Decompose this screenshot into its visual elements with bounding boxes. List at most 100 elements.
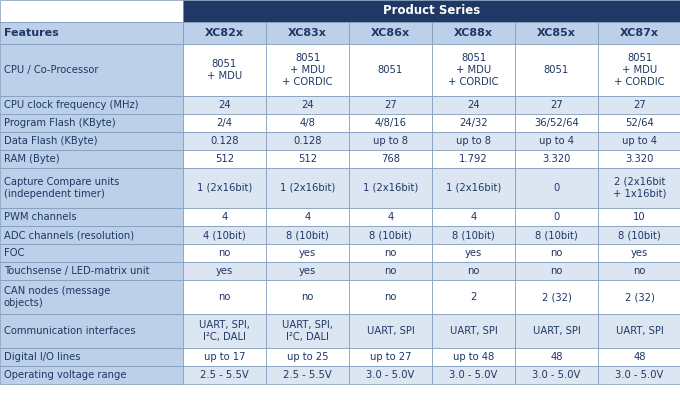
Text: 8051
+ MDU
+ CORDIC: 8051 + MDU + CORDIC — [282, 53, 333, 87]
Text: FOC: FOC — [4, 248, 24, 258]
Bar — [515, 96, 598, 114]
Bar — [598, 262, 680, 280]
Text: 36/52/64: 36/52/64 — [534, 118, 579, 128]
Bar — [349, 262, 432, 280]
Bar — [349, 168, 432, 208]
Text: no: no — [218, 292, 231, 302]
Text: 1 (2x16bit): 1 (2x16bit) — [197, 183, 252, 193]
Text: 10: 10 — [633, 212, 646, 222]
Text: up to 4: up to 4 — [539, 136, 574, 146]
Text: 0: 0 — [554, 212, 560, 222]
Bar — [432, 96, 515, 114]
Bar — [515, 168, 598, 208]
Text: XC85x: XC85x — [537, 28, 576, 38]
Text: 8 (10bit): 8 (10bit) — [618, 230, 661, 240]
Bar — [349, 244, 432, 262]
Bar — [432, 280, 515, 314]
Text: Communication interfaces: Communication interfaces — [4, 326, 135, 336]
Text: no: no — [384, 266, 396, 276]
Text: 8051: 8051 — [544, 65, 569, 75]
Text: 48: 48 — [550, 352, 563, 362]
Text: Program Flash (KByte): Program Flash (KByte) — [4, 118, 116, 128]
Bar — [432, 150, 515, 168]
Text: up to 8: up to 8 — [456, 136, 491, 146]
Bar — [598, 132, 680, 150]
Bar — [0, 348, 183, 366]
Text: no: no — [633, 266, 646, 276]
Bar — [266, 226, 349, 244]
Bar — [598, 226, 680, 244]
Bar — [0, 44, 183, 96]
Text: Capture Compare units
(independent timer): Capture Compare units (independent timer… — [4, 177, 120, 199]
Bar — [183, 226, 266, 244]
Text: 52/64: 52/64 — [625, 118, 654, 128]
Bar — [266, 96, 349, 114]
Text: up to 8: up to 8 — [373, 136, 408, 146]
Bar — [349, 44, 432, 96]
Text: CAN nodes (message
objects): CAN nodes (message objects) — [4, 286, 110, 308]
Bar — [183, 366, 266, 384]
Text: UART, SPI: UART, SPI — [449, 326, 497, 336]
Bar — [266, 262, 349, 280]
Text: 8 (10bit): 8 (10bit) — [452, 230, 495, 240]
Text: 4 (10bit): 4 (10bit) — [203, 230, 246, 240]
Text: 0.128: 0.128 — [293, 136, 322, 146]
Bar — [0, 22, 183, 44]
Text: 512: 512 — [298, 154, 317, 164]
Text: yes: yes — [631, 248, 648, 258]
Bar — [515, 348, 598, 366]
Text: no: no — [384, 292, 396, 302]
Bar — [598, 280, 680, 314]
Text: up to 27: up to 27 — [370, 352, 411, 362]
Bar — [349, 132, 432, 150]
Bar — [515, 366, 598, 384]
Bar — [515, 314, 598, 348]
Text: 2/4: 2/4 — [216, 118, 233, 128]
Bar — [0, 226, 183, 244]
Text: 768: 768 — [381, 154, 400, 164]
Text: 27: 27 — [384, 100, 397, 110]
Bar — [0, 262, 183, 280]
Text: 2 (2x16bit
+ 1x16bit): 2 (2x16bit + 1x16bit) — [613, 177, 666, 199]
Text: 512: 512 — [215, 154, 234, 164]
Text: no: no — [301, 292, 313, 302]
Bar — [266, 366, 349, 384]
Bar — [266, 114, 349, 132]
Bar — [432, 168, 515, 208]
Text: Operating voltage range: Operating voltage range — [4, 370, 126, 380]
Bar — [183, 262, 266, 280]
Bar — [266, 44, 349, 96]
Bar — [183, 22, 266, 44]
Bar — [0, 132, 183, 150]
Text: 4: 4 — [471, 212, 477, 222]
Bar — [183, 208, 266, 226]
Text: Features: Features — [4, 28, 58, 38]
Text: XC82x: XC82x — [205, 28, 244, 38]
Text: UART, SPI: UART, SPI — [615, 326, 664, 336]
Bar — [432, 114, 515, 132]
Bar — [183, 168, 266, 208]
Text: 2: 2 — [471, 292, 477, 302]
Text: 8051
+ MDU: 8051 + MDU — [207, 59, 242, 81]
Bar — [349, 226, 432, 244]
Bar — [598, 44, 680, 96]
Text: 3.0 - 5.0V: 3.0 - 5.0V — [367, 370, 415, 380]
Bar — [598, 150, 680, 168]
Text: Touchsense / LED-matrix unit: Touchsense / LED-matrix unit — [4, 266, 150, 276]
Text: UART, SPI: UART, SPI — [532, 326, 580, 336]
Text: 2 (32): 2 (32) — [541, 292, 571, 302]
Bar — [515, 132, 598, 150]
Text: 48: 48 — [633, 352, 646, 362]
Bar — [183, 114, 266, 132]
Bar — [598, 168, 680, 208]
Text: 2.5 - 5.5V: 2.5 - 5.5V — [200, 370, 249, 380]
Text: 3.0 - 5.0V: 3.0 - 5.0V — [615, 370, 664, 380]
Bar — [266, 22, 349, 44]
Text: yes: yes — [299, 266, 316, 276]
Bar — [515, 44, 598, 96]
Bar — [349, 96, 432, 114]
Bar — [183, 314, 266, 348]
Text: 8 (10bit): 8 (10bit) — [286, 230, 329, 240]
Bar — [183, 280, 266, 314]
Text: 24/32: 24/32 — [459, 118, 488, 128]
